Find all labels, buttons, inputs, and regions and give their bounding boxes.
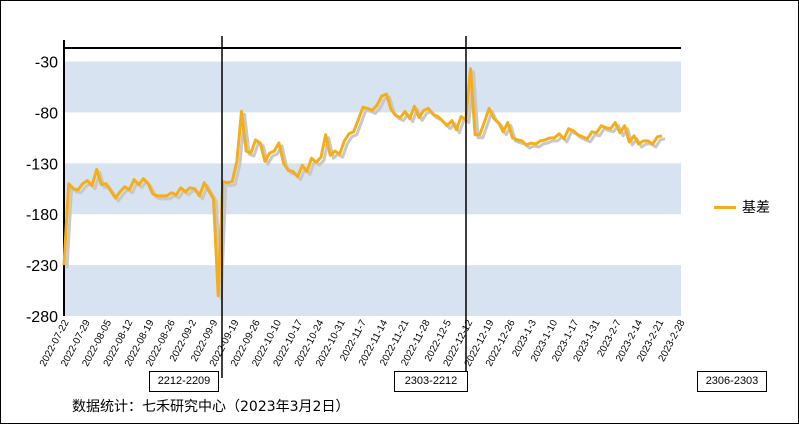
series-line-shadow — [65, 70, 666, 301]
grid-bands — [64, 61, 681, 316]
y-tick-label: -230 — [26, 258, 58, 275]
series-lines — [62, 67, 666, 301]
axes — [63, 40, 681, 316]
legend: 基差 — [714, 197, 770, 217]
contract-label-2303-2212: 2303-2212 — [394, 371, 468, 392]
contract-dividers — [221, 36, 467, 378]
grid-band — [64, 163, 681, 215]
x-axis-ticks: 2022-07-222022-07-292022-08-052022-08-12… — [38, 318, 688, 369]
y-axis-ticks: -30 -80 -130 -180 -230 -280 — [26, 55, 58, 326]
y-tick-label: -180 — [26, 207, 58, 224]
legend-swatch-basis — [714, 205, 736, 209]
contract-label-2306-2303: 2306-2303 — [697, 371, 767, 392]
legend-label-basis: 基差 — [742, 199, 770, 215]
source-note: 数据统计：七禾研究中心（2023年3月2日） — [72, 399, 350, 415]
y-tick-label: -80 — [35, 105, 58, 122]
series-line-basis — [62, 67, 663, 298]
grid-band — [64, 265, 681, 316]
grid-band — [64, 61, 681, 113]
y-tick-label: -130 — [26, 156, 58, 173]
y-tick-label: -30 — [35, 55, 58, 72]
contract-label-2212-2209: 2212-2209 — [149, 371, 219, 392]
y-tick-label: -280 — [26, 309, 58, 326]
